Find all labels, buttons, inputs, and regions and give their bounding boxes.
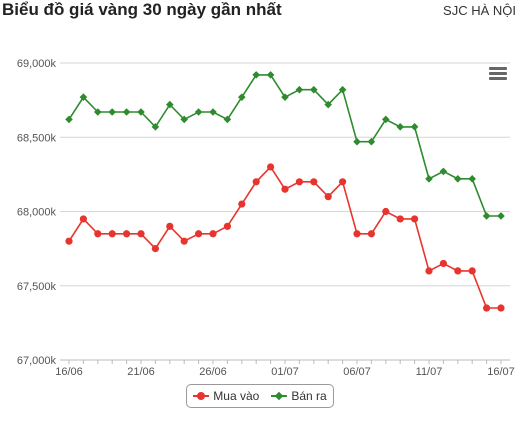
- data-point[interactable]: [238, 200, 246, 208]
- data-point[interactable]: [79, 93, 88, 101]
- data-point[interactable]: [79, 215, 87, 223]
- data-point[interactable]: [166, 222, 174, 230]
- data-point[interactable]: [281, 185, 289, 193]
- data-point[interactable]: [382, 207, 390, 216]
- data-point[interactable]: [94, 108, 102, 116]
- x-tick-label: 26/06: [199, 366, 227, 378]
- data-point[interactable]: [454, 267, 462, 275]
- legend-item-ban-ra[interactable]: Bán ra: [271, 389, 327, 403]
- x-tick-label: 01/07: [271, 366, 299, 378]
- x-tick-label: 21/06: [127, 366, 155, 378]
- legend-item-mua-vao[interactable]: Mua vào: [193, 389, 259, 403]
- data-point[interactable]: [353, 137, 361, 146]
- data-point[interactable]: [180, 237, 188, 245]
- x-axis: 16/06 21/06 26/06 01/07 06/07 11/07 16/07: [55, 359, 515, 378]
- y-tick-label: 67,000k: [17, 355, 57, 367]
- data-point[interactable]: [123, 230, 131, 238]
- data-point[interactable]: [295, 85, 304, 94]
- data-point[interactable]: [194, 108, 203, 116]
- data-point[interactable]: [65, 237, 73, 245]
- data-point[interactable]: [108, 108, 116, 116]
- series-ban-ra: [65, 71, 505, 220]
- data-point[interactable]: [223, 222, 231, 230]
- data-point[interactable]: [180, 115, 188, 124]
- data-point[interactable]: [310, 178, 318, 186]
- data-point[interactable]: [497, 212, 505, 220]
- data-point[interactable]: [410, 123, 419, 131]
- data-point[interactable]: [425, 175, 433, 183]
- legend: Mua vào Bán ra: [186, 384, 334, 408]
- data-point[interactable]: [483, 304, 491, 312]
- data-point[interactable]: [468, 175, 476, 183]
- data-point[interactable]: [396, 123, 404, 131]
- series-group: [65, 71, 505, 312]
- data-point[interactable]: [65, 115, 73, 124]
- data-point[interactable]: [324, 100, 332, 109]
- data-point[interactable]: [439, 259, 447, 268]
- data-point[interactable]: [396, 215, 404, 223]
- data-point[interactable]: [238, 93, 246, 101]
- data-point[interactable]: [482, 212, 491, 220]
- legend-diamond-icon: [271, 391, 288, 401]
- data-point[interactable]: [382, 115, 390, 124]
- data-point[interactable]: [497, 304, 505, 312]
- chart-title: Biểu đồ giá vàng 30 ngày gần nhất: [2, 0, 282, 19]
- legend-label-ban-ra: Bán ra: [291, 389, 327, 403]
- data-point[interactable]: [223, 115, 232, 124]
- data-point[interactable]: [367, 137, 376, 146]
- x-tick-label: 16/07: [487, 366, 515, 378]
- data-point[interactable]: [281, 93, 289, 101]
- data-point[interactable]: [295, 178, 303, 186]
- data-point[interactable]: [137, 230, 145, 238]
- data-point[interactable]: [324, 193, 332, 201]
- data-point[interactable]: [209, 230, 217, 238]
- data-point[interactable]: [367, 230, 375, 238]
- data-point[interactable]: [166, 100, 174, 109]
- data-point[interactable]: [94, 230, 102, 238]
- data-point[interactable]: [339, 178, 347, 186]
- data-point[interactable]: [209, 108, 217, 116]
- data-point[interactable]: [425, 267, 433, 275]
- legend-circle-icon: [193, 391, 210, 401]
- y-tick-label: 69,000k: [17, 58, 57, 70]
- x-tick-label: 11/07: [416, 366, 443, 378]
- data-point[interactable]: [195, 230, 203, 238]
- y-tick-label: 67,500k: [17, 281, 57, 293]
- y-tick-label: 68,000k: [17, 207, 57, 219]
- data-point[interactable]: [266, 71, 275, 79]
- y-tick-label: 68,500k: [17, 132, 57, 144]
- data-point[interactable]: [310, 85, 318, 94]
- data-point[interactable]: [267, 163, 275, 171]
- data-point[interactable]: [411, 215, 419, 223]
- data-point[interactable]: [468, 267, 476, 275]
- data-point[interactable]: [122, 108, 131, 116]
- data-point[interactable]: [454, 175, 462, 183]
- data-point[interactable]: [137, 108, 145, 116]
- grid-lines: [60, 62, 510, 287]
- legend-label-mua-vao: Mua vào: [213, 389, 260, 403]
- y-axis-ticks: 67,000k 67,500k 68,000k 68,500k 69,000k: [17, 58, 57, 367]
- x-tick-label: 06/07: [343, 366, 371, 378]
- chart-subtitle: SJC HÀ NỘI: [443, 3, 516, 18]
- series-mua-vao: [65, 163, 505, 312]
- data-point[interactable]: [252, 71, 260, 79]
- hamburger-menu-icon[interactable]: [489, 67, 507, 81]
- data-point[interactable]: [108, 230, 116, 238]
- x-tick-label: 16/06: [55, 366, 83, 378]
- data-point[interactable]: [439, 167, 448, 176]
- data-point[interactable]: [252, 178, 260, 186]
- data-point[interactable]: [338, 85, 347, 94]
- data-point[interactable]: [353, 230, 361, 238]
- data-point[interactable]: [151, 245, 159, 253]
- data-point[interactable]: [151, 123, 160, 131]
